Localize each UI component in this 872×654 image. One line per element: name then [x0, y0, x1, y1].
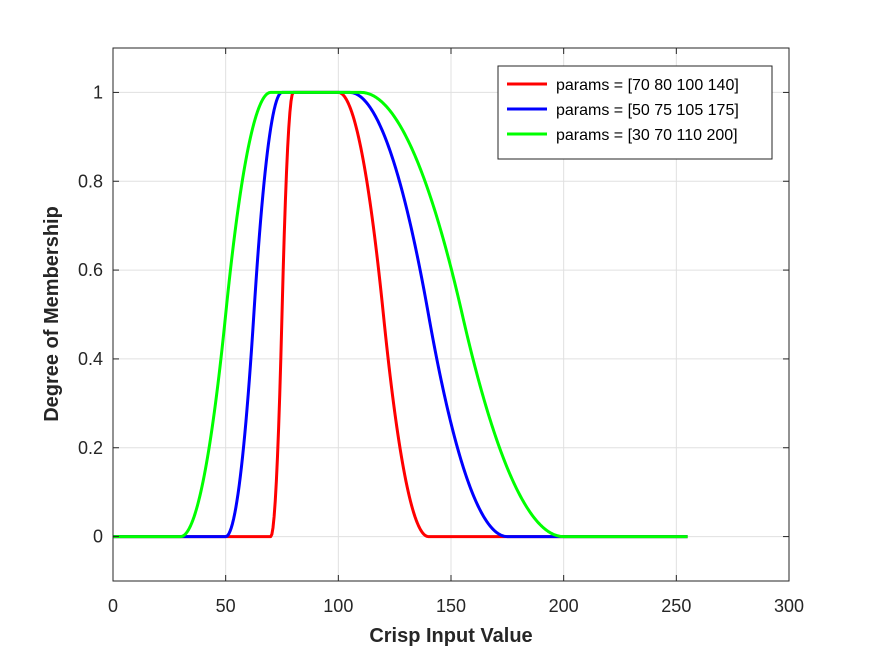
x-tick-label: 150 — [436, 596, 466, 616]
y-axis-label: Degree of Membership — [41, 206, 63, 422]
x-tick-label: 300 — [774, 596, 804, 616]
y-tick-label: 1 — [93, 82, 103, 102]
legend-label-2: params = [50 75 105 175] — [556, 102, 739, 119]
x-tick-label: 50 — [216, 596, 236, 616]
legend-label-3: params = [30 70 110 200] — [556, 127, 738, 144]
legend-label-1: params = [70 80 100 140] — [556, 77, 739, 94]
y-tick-label: 0.2 — [78, 438, 103, 458]
axis-ticks — [112, 48, 790, 581]
x-tick-label: 250 — [661, 596, 691, 616]
y-tick-label: 0.8 — [78, 171, 103, 191]
legend: params = [70 80 100 140] params = [50 75 … — [497, 65, 773, 160]
y-tick-label: 0.4 — [78, 349, 103, 369]
x-tick-label: 100 — [323, 596, 353, 616]
y-tick-label: 0.6 — [78, 260, 103, 280]
x-tick-label: 0 — [108, 596, 118, 616]
plot-series-group — [112, 90, 688, 539]
x-tick-labels: 0 50 100 150 200 250 300 — [108, 596, 804, 616]
x-axis-label: Crisp Input Value — [369, 625, 532, 647]
y-tick-labels: 0 0.2 0.4 0.6 0.8 1 — [78, 82, 103, 546]
x-tick-label: 200 — [549, 596, 579, 616]
y-tick-label: 0 — [93, 527, 103, 547]
series-line-3 — [112, 90, 688, 539]
legend-box — [497, 65, 773, 160]
